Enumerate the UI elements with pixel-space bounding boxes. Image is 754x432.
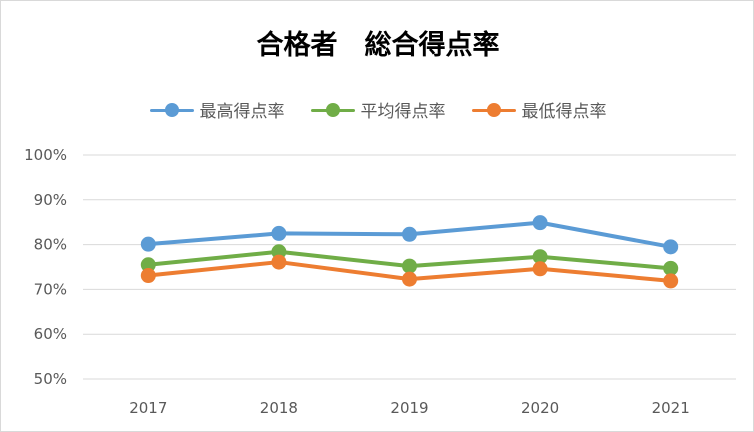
data-point-1 <box>271 244 287 260</box>
data-point-0 <box>402 226 417 242</box>
legend-swatch-max <box>149 102 194 117</box>
x-tick-label: 2018 <box>260 399 298 417</box>
x-tick-label: 2021 <box>652 399 690 417</box>
y-tick-label: 100% <box>24 146 67 164</box>
legend-item-avg: 平均得点率 <box>310 97 446 122</box>
data-point-2 <box>140 268 156 284</box>
data-point-0 <box>532 215 548 231</box>
data-point-1 <box>140 257 156 273</box>
legend-label-max: 最高得点率 <box>199 102 285 122</box>
y-tick-label: 60% <box>34 325 67 343</box>
data-point-0 <box>140 236 156 252</box>
legend-item-max: 最高得点率 <box>149 97 285 122</box>
legend-swatch-avg <box>310 102 355 117</box>
legend-label-min: 最低得点率 <box>521 102 607 122</box>
legend-label-avg: 平均得点率 <box>360 102 446 122</box>
data-point-1 <box>532 249 548 265</box>
y-tick-label: 90% <box>34 191 67 209</box>
y-tick-label: 50% <box>34 370 67 388</box>
y-tick-label: 70% <box>34 280 67 298</box>
data-point-1 <box>402 258 417 274</box>
data-point-0 <box>663 239 679 255</box>
x-tick-label: 2019 <box>390 399 428 417</box>
legend-item-min: 最低得点率 <box>471 97 607 122</box>
x-tick-label: 2020 <box>521 399 559 417</box>
data-point-2 <box>532 261 548 277</box>
legend: 最高得点率 平均得点率 最低得点率 <box>1 97 754 122</box>
legend-swatch-min <box>471 102 516 117</box>
y-tick-label: 80% <box>34 236 67 254</box>
chart-title: 合格者 総合得点率 <box>256 30 500 61</box>
data-point-2 <box>271 254 287 270</box>
x-tick-label: 2017 <box>129 399 167 417</box>
data-point-2 <box>663 273 679 289</box>
data-point-2 <box>402 271 417 287</box>
data-point-1 <box>663 260 679 276</box>
data-point-0 <box>271 225 287 241</box>
